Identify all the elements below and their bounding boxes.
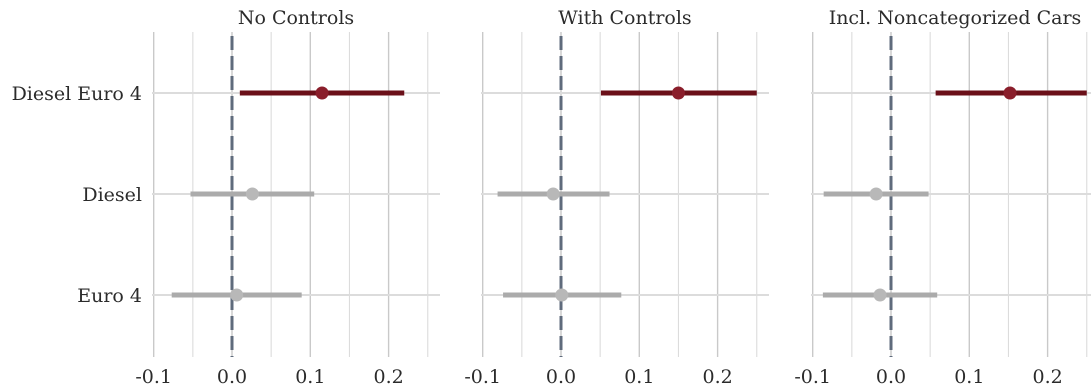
point-estimate — [873, 288, 887, 302]
panel-3: Incl. Noncategorized Cars -0.1 0.0 0.1 0.2 — [794, 7, 1091, 388]
x-tick-label: 0.1 — [954, 366, 984, 388]
x-tick-label: 0.1 — [624, 366, 654, 388]
row-label: Euro 4 — [77, 285, 142, 307]
x-tick-label: -0.1 — [135, 366, 172, 388]
point-estimate — [555, 288, 569, 302]
point-estimate — [869, 187, 883, 201]
point-estimate — [1003, 86, 1017, 100]
x-tick-label: 0.0 — [217, 366, 247, 388]
point-estimate — [230, 288, 244, 302]
x-tick-label: -0.1 — [464, 366, 501, 388]
panel-title: No Controls — [238, 7, 354, 29]
x-tick-label: 0.0 — [876, 366, 906, 388]
x-tick-label: 0.0 — [546, 366, 576, 388]
x-tick-label: 0.2 — [1032, 366, 1062, 388]
panel-1: No Controls -0.1 0.0 0.1 0.2 — [135, 7, 440, 388]
point-estimate — [671, 86, 685, 100]
x-tick-label: 0.2 — [373, 366, 403, 388]
panel-title: Incl. Noncategorized Cars — [829, 7, 1082, 29]
panel-title: With Controls — [558, 7, 691, 29]
row-label: Diesel — [82, 184, 142, 206]
x-tick-label: 0.1 — [295, 366, 325, 388]
point-estimate — [315, 86, 329, 100]
point-estimate — [546, 187, 560, 201]
panel-2: With Controls -0.1 0.0 0.1 0.2 — [464, 7, 769, 388]
point-estimate — [245, 187, 259, 201]
x-tick-label: -0.1 — [794, 366, 831, 388]
x-tick-label: 0.2 — [702, 366, 732, 388]
row-label: Diesel Euro 4 — [12, 83, 142, 105]
